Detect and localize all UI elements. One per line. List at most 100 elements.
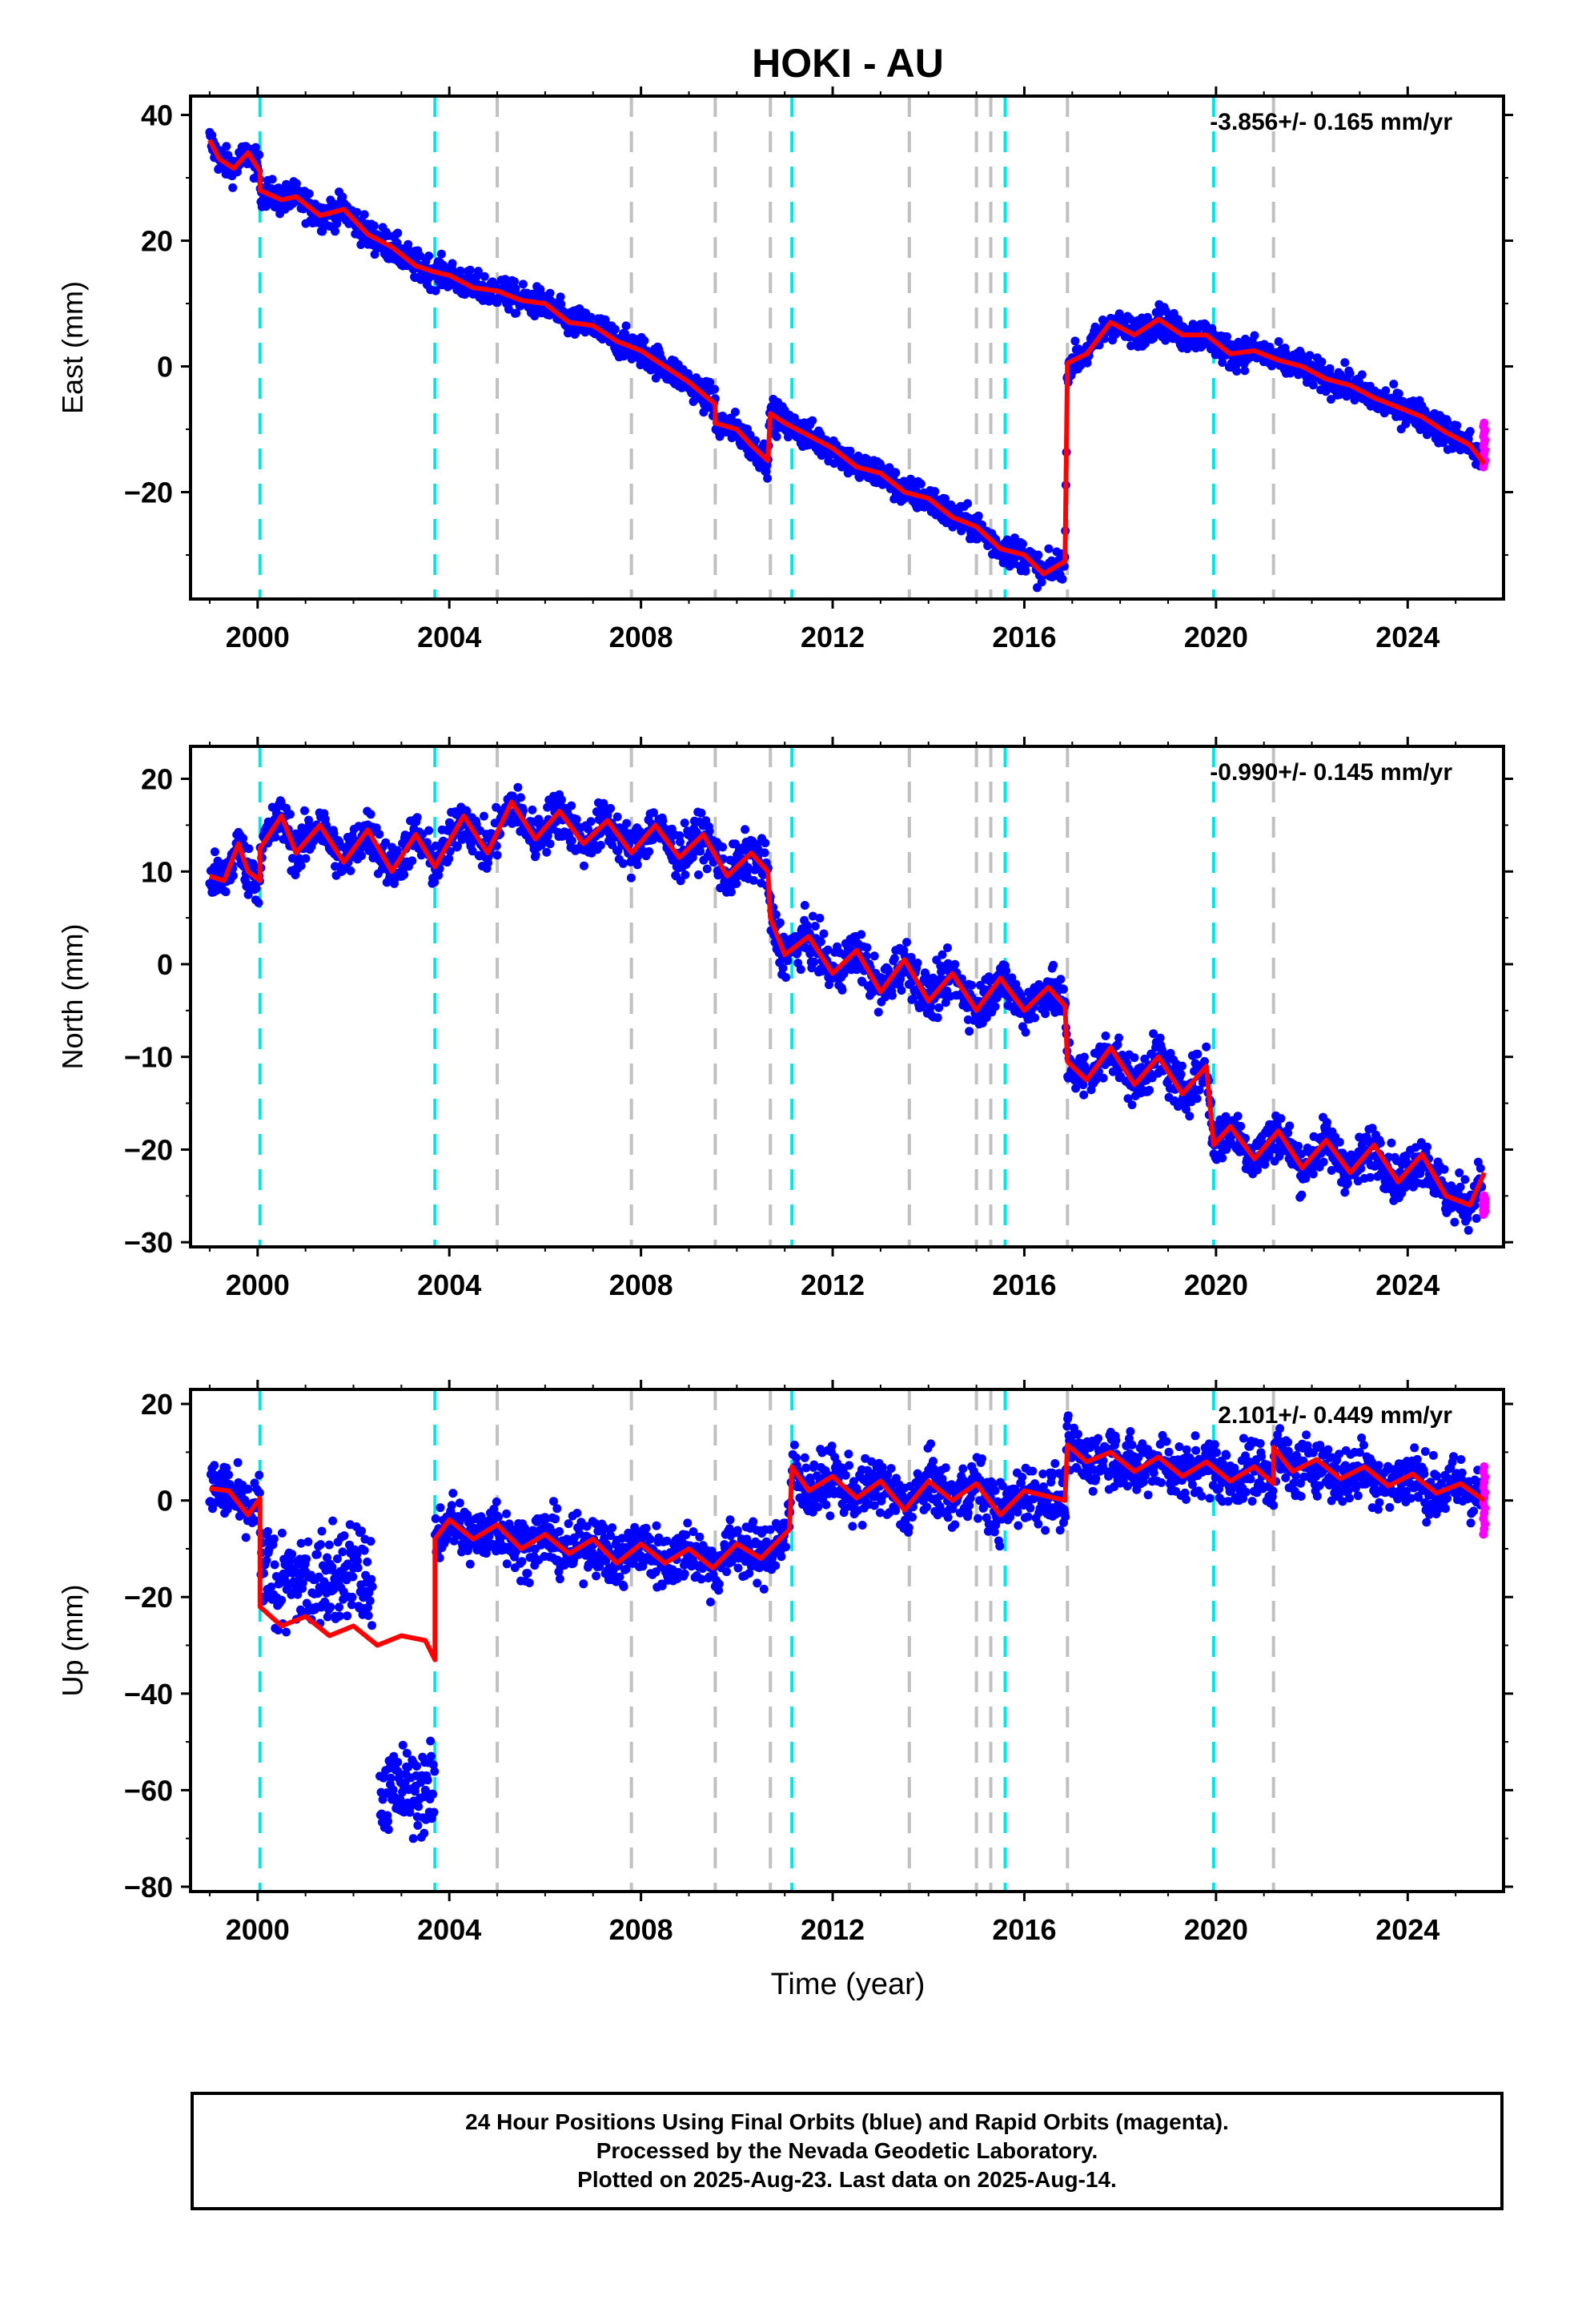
final-orbit-point [335,1611,344,1621]
final-orbit-point [676,837,685,846]
final-orbit-point [1126,341,1136,351]
final-orbit-point [518,279,528,289]
final-orbit-point [249,861,259,870]
final-orbit-point [1327,395,1335,404]
final-orbit-point [323,1612,332,1622]
y-tick-label: 20 [141,763,173,796]
final-orbit-point [783,956,793,966]
final-orbit-point [404,239,413,249]
final-orbit-point [963,499,973,509]
final-orbit-point [897,986,906,995]
final-orbit-point [994,989,1004,999]
final-orbit-point [1182,1104,1191,1114]
final-orbit-point [492,850,502,860]
final-orbit-point [513,782,523,792]
final-orbit-point [809,957,819,967]
final-orbit-point [270,1560,279,1570]
final-orbit-point [1145,1085,1154,1095]
final-orbit-point [1305,351,1315,360]
final-orbit-point [916,479,926,489]
final-orbit-point [1343,1178,1352,1188]
final-orbit-point [1030,1013,1040,1023]
final-orbit-point [819,929,829,939]
final-orbit-point [357,851,367,860]
final-orbit-point [1021,566,1030,576]
final-orbit-point [255,150,264,159]
final-orbit-point [448,259,457,268]
final-orbit-point [1185,1112,1195,1121]
final-orbit-point [1101,1031,1110,1040]
velocity-annotation: -3.856+/- 0.165 mm/yr [1210,109,1452,135]
x-tick-label: 2024 [1375,621,1439,653]
final-orbit-point [408,856,417,866]
final-orbit-point [286,810,295,819]
final-orbit-point [1317,357,1327,367]
final-orbit-point [1387,1138,1396,1148]
final-orbit-point [1323,1118,1331,1127]
final-orbit-point [763,473,773,483]
final-orbit-point [545,288,555,298]
final-orbit-point [632,860,642,870]
final-orbit-point [741,825,750,834]
final-orbit-point [622,818,632,828]
final-orbit-point [743,862,753,872]
x-tick-label: 2000 [226,621,290,653]
axes-frame [189,94,1505,601]
final-orbit-point [462,806,472,816]
final-orbit-point [1222,1144,1231,1154]
final-orbit-point [889,954,899,963]
final-orbit-point [676,876,685,886]
final-orbit-point [228,183,238,192]
final-orbit-point [658,816,668,826]
final-orbit-point [287,1550,297,1559]
final-orbit-point [567,801,576,810]
final-orbit-point [318,227,327,236]
final-orbit-point [430,878,440,887]
final-orbit-point [1200,1056,1209,1066]
axes-frame [189,745,1505,1248]
final-orbit-point [1071,1084,1081,1093]
final-orbit-point [456,266,465,275]
final-orbit-point [473,267,483,276]
final-orbit-point [1411,1143,1420,1152]
final-orbit-point [648,808,658,818]
final-orbit-point [348,1572,358,1582]
final-orbit-point [1078,1080,1088,1090]
final-orbit-point [891,468,901,477]
final-orbit-point [1283,1128,1293,1138]
x-tick-label: 2020 [1184,621,1248,653]
final-orbit-point [938,950,947,959]
y-axis-label: East (mm) [56,281,89,414]
final-orbit-point [424,826,434,835]
final-orbit-point [1472,1214,1481,1223]
final-orbit-point [1021,1027,1030,1037]
y-tick-label: −10 [124,1041,173,1074]
final-orbit-point [1098,1073,1108,1083]
final-orbit-point [718,842,728,852]
final-orbit-point [302,1554,311,1564]
final-orbit-point [240,1495,250,1505]
final-orbit-point [255,1488,264,1498]
final-orbit-point [531,850,540,859]
final-orbit-point [1443,416,1452,426]
final-orbit-point [906,952,916,962]
final-orbit-point [1193,1049,1203,1059]
final-orbit-point [1037,577,1046,587]
final-orbit-point [861,951,871,961]
final-orbit-point [434,870,444,880]
final-orbit-point [366,810,375,819]
final-orbit-point [312,1550,322,1559]
final-orbit-point [913,959,922,967]
final-orbit-point [347,1592,357,1602]
final-orbit-point [965,1027,974,1036]
final-orbit-point [902,938,911,947]
final-orbit-point [1178,1061,1186,1071]
final-orbit-point [243,1485,253,1494]
final-orbit-point [837,985,847,995]
final-orbit-point [845,446,855,456]
final-orbit-point [1176,1069,1186,1079]
x-tick-label: 2016 [992,1269,1056,1301]
y-tick-label: 0 [157,351,173,384]
